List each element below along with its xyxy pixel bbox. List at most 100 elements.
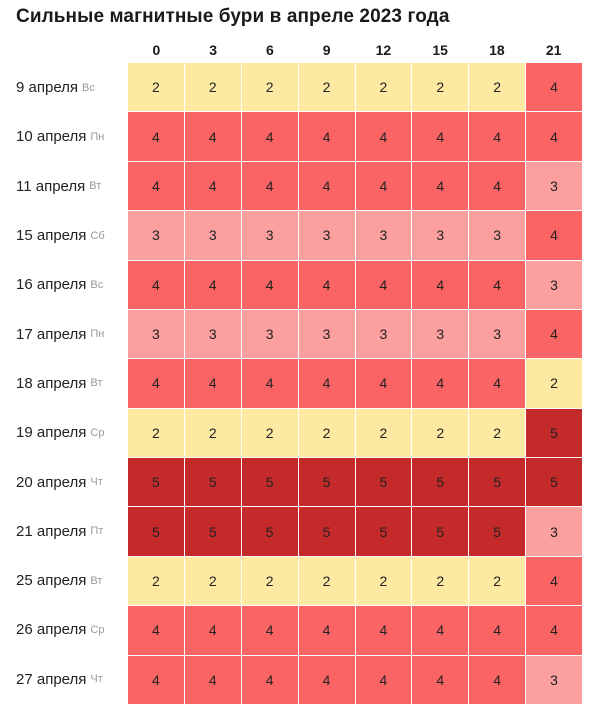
heatmap-cell: 4 — [469, 655, 526, 704]
heatmap-cell: 4 — [355, 161, 412, 211]
heatmap-cell: 5 — [412, 507, 469, 556]
column-headers: 0 3 6 9 12 15 18 21 — [128, 42, 582, 60]
heatmap-cell: 4 — [298, 161, 355, 211]
heatmap-cell: 5 — [526, 408, 582, 458]
row-weekday: Вт — [90, 574, 103, 587]
heatmap-cell: 2 — [355, 63, 412, 112]
heatmap-cell: 5 — [241, 507, 298, 556]
heatmap-cell: 5 — [412, 458, 469, 507]
heatmap-cell: 2 — [412, 556, 469, 606]
heatmap-cell: 4 — [526, 606, 582, 655]
heatmap-cell: 3 — [128, 309, 184, 359]
heatmap-cell: 2 — [469, 408, 526, 458]
heatmap-cell: 4 — [526, 556, 582, 606]
heatmap-cell: 4 — [128, 112, 184, 161]
heatmap-cell: 3 — [526, 507, 582, 556]
heatmap-cell: 4 — [298, 606, 355, 655]
heatmap-cell: 3 — [412, 211, 469, 260]
heatmap-cell: 4 — [469, 606, 526, 655]
heatmap-cell: 3 — [184, 211, 241, 260]
row-label: 21 апреля Пт — [0, 507, 126, 556]
heatmap-cell: 2 — [355, 556, 412, 606]
heatmap-cell: 3 — [184, 309, 241, 359]
row-label: 19 апреля Ср — [0, 408, 126, 457]
chart-title: Сильные магнитные бури в апреле 2023 год… — [16, 6, 450, 27]
row-label: 15 апреля Сб — [0, 211, 126, 260]
row-label: 16 апреля Вс — [0, 260, 126, 309]
heatmap-cell: 5 — [469, 458, 526, 507]
heatmap-cell: 4 — [469, 260, 526, 309]
row-weekday: Вт — [89, 180, 102, 193]
row-weekday: Вт — [90, 377, 103, 390]
heatmap-cell: 4 — [355, 655, 412, 704]
heatmap-cell: 4 — [412, 606, 469, 655]
heatmap-cell: 4 — [241, 359, 298, 408]
heatmap-cell: 4 — [412, 112, 469, 161]
column-header: 0 — [152, 42, 161, 58]
heatmap-cell: 2 — [241, 408, 298, 458]
row-label: 18 апреля Вт — [0, 359, 126, 408]
heatmap-cell: 4 — [241, 655, 298, 704]
heatmap-cell: 4 — [526, 211, 582, 260]
row-date: 26 апреля — [16, 621, 87, 639]
heatmap-cell: 4 — [412, 161, 469, 211]
heatmap-cell: 3 — [469, 211, 526, 260]
row-date: 11 апреля — [16, 177, 86, 195]
column-header: 12 — [375, 42, 392, 58]
heatmap-cell: 4 — [241, 112, 298, 161]
heatmap-cell: 4 — [241, 260, 298, 309]
heatmap-cell: 5 — [184, 507, 241, 556]
row-date: 27 апреля — [16, 670, 87, 688]
heatmap-cell: 2 — [184, 408, 241, 458]
row-weekday: Пн — [90, 328, 105, 341]
heatmap-cell: 4 — [412, 359, 469, 408]
heatmap-cell: 4 — [128, 260, 184, 309]
row-weekday: Ср — [90, 623, 105, 636]
row-weekday: Сб — [90, 229, 105, 242]
heatmap-cell: 5 — [184, 458, 241, 507]
heatmap-cell: 2 — [298, 408, 355, 458]
row-label: 26 апреля Ср — [0, 605, 126, 654]
heatmap-cell: 4 — [298, 655, 355, 704]
row-label: 9 апреля Вс — [0, 63, 126, 112]
heatmap-cell: 3 — [241, 309, 298, 359]
heatmap-cell: 2 — [355, 408, 412, 458]
heatmap-cell: 4 — [355, 112, 412, 161]
heatmap-cell: 2 — [298, 63, 355, 112]
heatmap-cell: 4 — [128, 655, 184, 704]
heatmap-cell: 5 — [128, 458, 184, 507]
heatmap-cell: 4 — [298, 260, 355, 309]
heatmap-cell: 2 — [128, 408, 184, 458]
heatmap-cell: 4 — [298, 359, 355, 408]
row-date: 19 апреля — [16, 424, 87, 442]
row-labels: 9 апреля Вс 10 апреля Пн 11 апреля Вт 15 апрел… — [0, 63, 126, 704]
row-date: 25 апреля — [16, 572, 87, 590]
heatmap-cell: 2 — [184, 63, 241, 112]
heatmap-cell: 2 — [412, 408, 469, 458]
row-date: 18 апреля — [16, 374, 87, 392]
heatmap-cell: 3 — [526, 655, 582, 704]
column-header: 9 — [322, 42, 331, 58]
row-date: 16 апреля — [16, 276, 87, 294]
column-header: 21 — [545, 42, 562, 58]
row-weekday: Вс — [82, 81, 95, 94]
heatmap-cell: 3 — [526, 260, 582, 309]
row-weekday: Пн — [90, 130, 105, 143]
column-header: 18 — [489, 42, 505, 58]
heatmap-cell: 4 — [469, 359, 526, 408]
column-header: 15 — [432, 42, 448, 58]
row-date: 15 апреля — [16, 227, 87, 245]
heatmap-cell: 4 — [184, 161, 241, 211]
heatmap-cell: 3 — [241, 211, 298, 260]
heatmap-cell: 4 — [355, 359, 412, 408]
heatmap-cell: 2 — [469, 556, 526, 606]
heatmap-cell: 3 — [298, 309, 355, 359]
row-label: 27 апреля Чт — [0, 655, 126, 704]
heatmap-cell: 4 — [184, 359, 241, 408]
heatmap-cell: 4 — [184, 112, 241, 161]
heatmap-cell: 2 — [128, 63, 184, 112]
heatmap-cell: 2 — [241, 556, 298, 606]
row-label: 11 апреля Вт — [0, 162, 126, 211]
column-header: 6 — [265, 42, 274, 58]
heatmap-cell: 4 — [128, 606, 184, 655]
